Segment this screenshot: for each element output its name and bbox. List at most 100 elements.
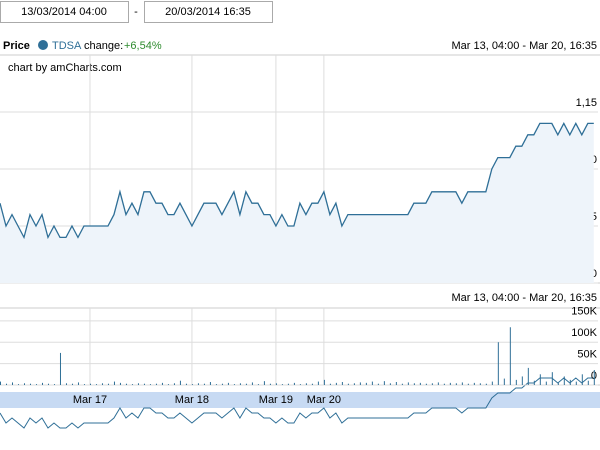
volume-bar (479, 383, 481, 385)
volume-bar (0, 381, 1, 385)
volume-bar (593, 370, 595, 385)
volume-bar (575, 381, 577, 385)
volume-bar (113, 381, 115, 385)
start-input[interactable] (0, 1, 129, 23)
end-input[interactable] (144, 1, 273, 23)
volume-bar (131, 384, 133, 385)
volume-bar (197, 383, 199, 385)
volume-bar (413, 383, 415, 385)
volume-bar (221, 383, 223, 385)
volume-bar (437, 382, 439, 385)
volume-bar (353, 383, 355, 385)
volume-bar (191, 384, 193, 385)
volume-bar (557, 382, 559, 385)
volume-bar (527, 367, 529, 385)
volume-bar (359, 382, 361, 385)
volume-bar (179, 380, 181, 385)
volume-bar (521, 376, 523, 385)
volume-bar (35, 384, 37, 385)
volume-bar (347, 383, 349, 385)
volume-bar (323, 379, 325, 385)
volume-bar (65, 383, 67, 385)
volume-bar (23, 383, 25, 385)
volume-bar (71, 383, 73, 385)
volume-bar (299, 384, 301, 385)
volume-bar (305, 383, 307, 385)
volume-bar (389, 383, 391, 385)
range-label: Mar 13, 04:00 - Mar 20, 16:35 (451, 292, 597, 304)
volume-bar (317, 381, 319, 385)
volume-bar (29, 383, 31, 385)
volume-bar (563, 376, 565, 385)
volume-bar (503, 378, 505, 385)
volume-bar (245, 383, 247, 385)
volume-bar (209, 382, 211, 385)
range-label: Mar 13, 04:00 - Mar 20, 16:35 (451, 40, 597, 52)
volume-bar (395, 382, 397, 385)
volume-bar (587, 380, 589, 385)
volume-bar (203, 383, 205, 385)
volume-bar (233, 384, 235, 385)
volume-bar (545, 381, 547, 385)
volume-bar (101, 383, 103, 385)
volume-bar (449, 382, 451, 385)
credit[interactable]: chart by amCharts.com (8, 62, 122, 74)
y-tick-label: 50K (577, 349, 597, 361)
end-date[interactable]: 20/03/2014 16:35 (165, 6, 251, 18)
volume-bar (41, 382, 43, 385)
legend-marker[interactable] (38, 40, 48, 50)
y-tick-label: 150K (571, 306, 597, 318)
volume-bar (407, 382, 409, 385)
volume-bar (515, 379, 517, 385)
volume-bar (11, 382, 13, 385)
price-area (0, 123, 594, 284)
volume-bar (143, 383, 145, 385)
x-tick-label: Mar 17 (73, 394, 107, 406)
volume-bar (155, 383, 157, 385)
scrollbar[interactable] (0, 392, 600, 408)
volume-bar (431, 383, 433, 385)
volume-bar (461, 382, 463, 385)
volume-bar (263, 381, 265, 385)
volume-bar (137, 383, 139, 385)
volume-bar (509, 327, 511, 385)
volume-bar (533, 380, 535, 385)
x-tick-label: Mar 19 (259, 394, 293, 406)
volume-bar (569, 379, 571, 385)
volume-bar (497, 342, 499, 385)
volume-bar (227, 382, 229, 385)
volume-bar (149, 384, 151, 385)
volume-bar (293, 382, 295, 385)
start-date[interactable]: 13/03/2014 04:00 (21, 6, 107, 18)
volume-bar (311, 383, 313, 385)
volume-bar (275, 383, 277, 385)
volume-bar (377, 383, 379, 385)
volume-bar (455, 383, 457, 385)
volume-bar (161, 382, 163, 385)
volume-bar (551, 372, 553, 385)
volume-bar (287, 383, 289, 385)
volume-bar (185, 383, 187, 385)
legend-change-value: +6,54% (124, 40, 162, 52)
volume-bar (119, 382, 121, 385)
volume-bar (473, 382, 475, 385)
volume-bar (491, 381, 493, 385)
volume-bar (59, 352, 61, 385)
volume-bar (485, 383, 487, 385)
panel-title: Price (3, 40, 30, 52)
volume-bar (383, 381, 385, 385)
volume-bar (107, 383, 109, 385)
legend-name[interactable]: TDSA (52, 40, 82, 52)
volume-bar (401, 383, 403, 385)
volume-bar (95, 384, 97, 385)
volume-bar (257, 384, 259, 385)
volume-bar (47, 383, 49, 385)
volume-bar (329, 383, 331, 385)
y-tick-label: 100K (571, 327, 597, 339)
volume-bar (419, 382, 421, 385)
price-line (0, 122, 594, 240)
y-tick-label: 1,15 (576, 97, 597, 109)
volume-bar (581, 374, 583, 385)
volume-bar (77, 382, 79, 385)
